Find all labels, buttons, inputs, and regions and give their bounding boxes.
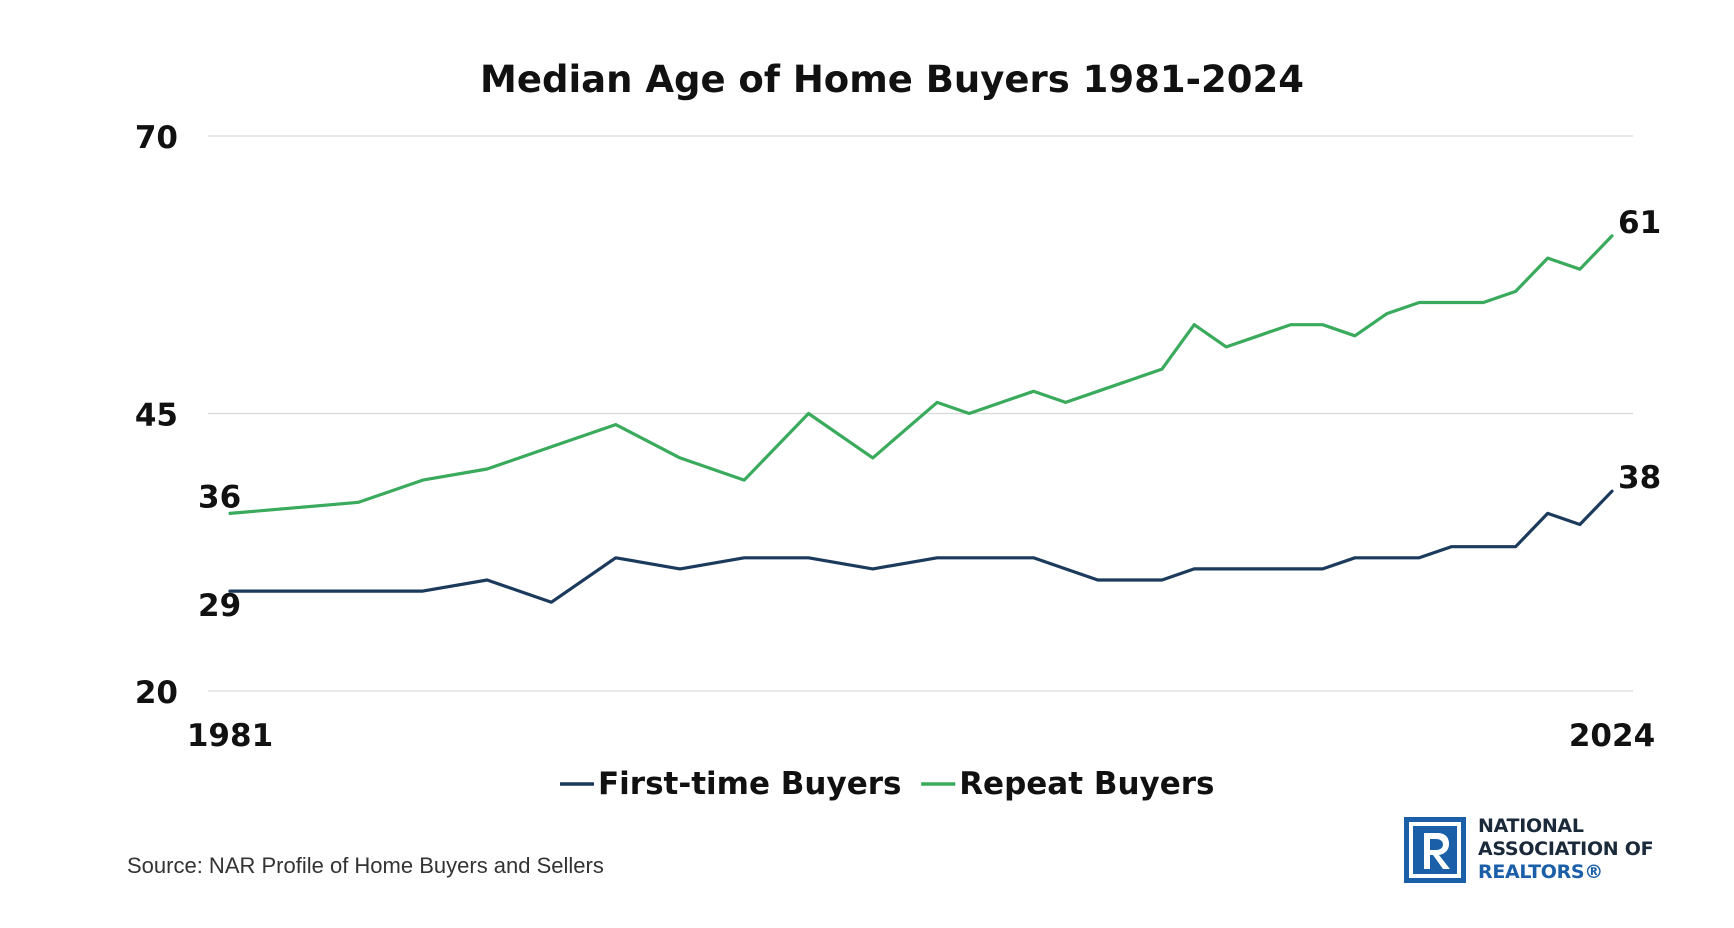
logo-line-3: REALTORS®	[1478, 861, 1604, 883]
x-tick-label: 1981	[187, 718, 273, 754]
source-note: Source: NAR Profile of Home Buyers and S…	[127, 853, 604, 878]
logo-line-2: ASSOCIATION OF	[1478, 838, 1654, 860]
start-data-label: 29	[198, 588, 241, 624]
end-data-label: 61	[1618, 205, 1661, 241]
legend-label: Repeat Buyers	[959, 766, 1214, 802]
y-tick-label: 20	[135, 675, 178, 711]
legend-label: First-time Buyers	[598, 766, 901, 802]
legend: First-time Buyers Repeat Buyers	[560, 766, 1215, 802]
end-data-label: 38	[1618, 460, 1661, 496]
x-axis-ticks: 1981 2024	[187, 718, 1655, 754]
chart-title: Median Age of Home Buyers 1981-2024	[480, 58, 1304, 101]
data-labels: 29 38 36 61	[198, 205, 1661, 624]
start-data-label: 36	[198, 479, 241, 515]
logo-line-1: NATIONAL	[1478, 815, 1584, 837]
y-tick-label: 45	[135, 398, 178, 434]
series-lines	[228, 234, 1614, 604]
y-tick-label: 70	[135, 120, 178, 156]
gridlines	[208, 135, 1633, 692]
logo-wordmark: NATIONAL ASSOCIATION OF REALTORS®	[1478, 815, 1654, 884]
nar-logo: NATIONAL ASSOCIATION OF REALTORS®	[1404, 815, 1704, 887]
realtor-r-logo-icon	[1404, 817, 1466, 883]
series-line	[228, 234, 1614, 516]
x-tick-label: 2024	[1569, 718, 1655, 754]
y-axis-ticks: 20 45 70	[135, 120, 178, 711]
series-line	[228, 489, 1614, 604]
